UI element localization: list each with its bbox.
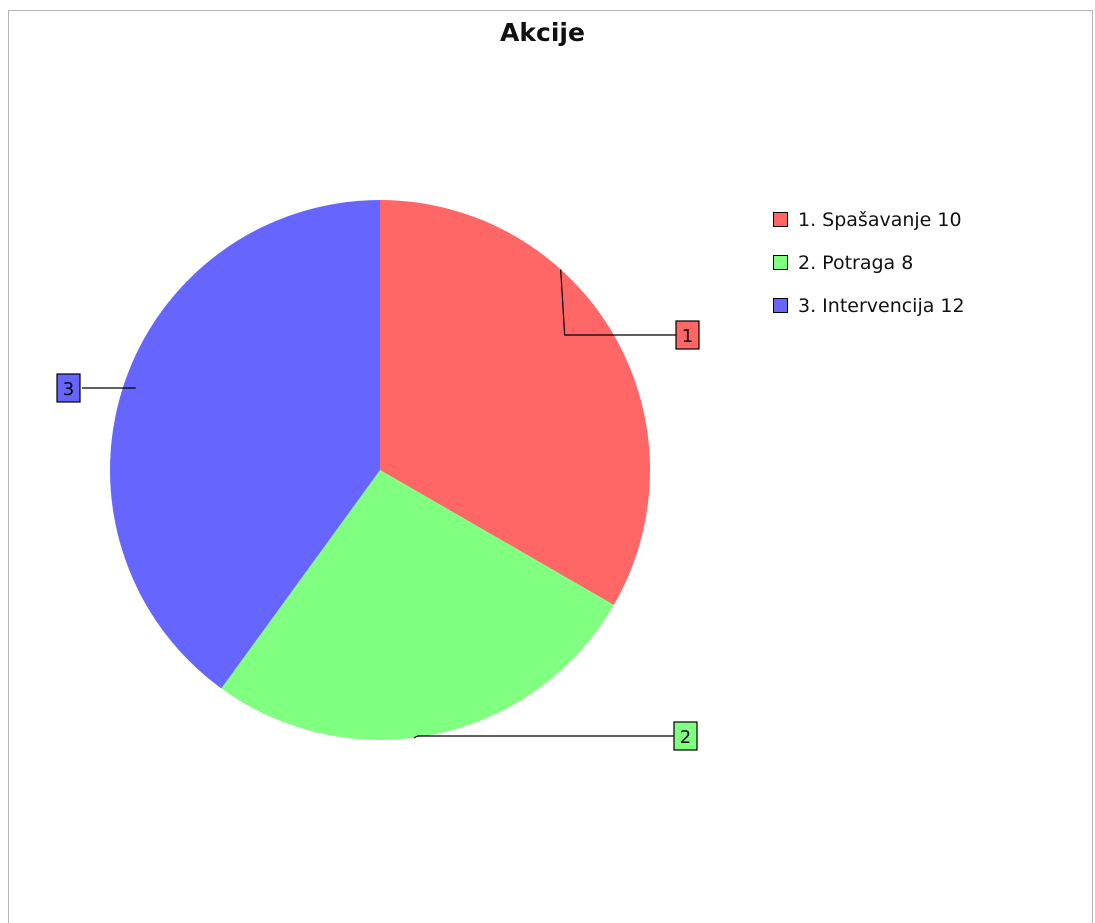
callout-tag-3: 3	[63, 379, 74, 400]
callout-box-3	[56, 373, 81, 403]
legend: 1. Spašavanje 10 2. Potraga 8 3. Interve…	[773, 198, 965, 327]
legend-swatch-1	[773, 212, 788, 227]
chart-title: Akcije	[500, 18, 585, 47]
callout-line-2	[413, 735, 674, 739]
pie-slice-3	[110, 200, 380, 689]
callout-line-1	[560, 269, 676, 336]
legend-label-1: 1. Spašavanje 10	[798, 208, 962, 231]
pie-slice-2	[221, 470, 614, 740]
callout-tag-1: 1	[682, 326, 693, 347]
legend-swatch-2	[773, 255, 788, 270]
pie-slice-1	[380, 200, 650, 605]
legend-swatch-3	[773, 298, 788, 313]
legend-item-1: 1. Spašavanje 10	[773, 198, 965, 241]
legend-item-3: 3. Intervencija 12	[773, 284, 965, 327]
callout-box-2	[673, 721, 698, 751]
callout-box-1	[675, 320, 700, 350]
legend-label-2: 2. Potraga 8	[798, 251, 914, 274]
legend-item-2: 2. Potraga 8	[773, 241, 965, 284]
legend-label-3: 3. Intervencija 12	[798, 294, 965, 317]
callout-tag-2: 2	[680, 727, 691, 748]
